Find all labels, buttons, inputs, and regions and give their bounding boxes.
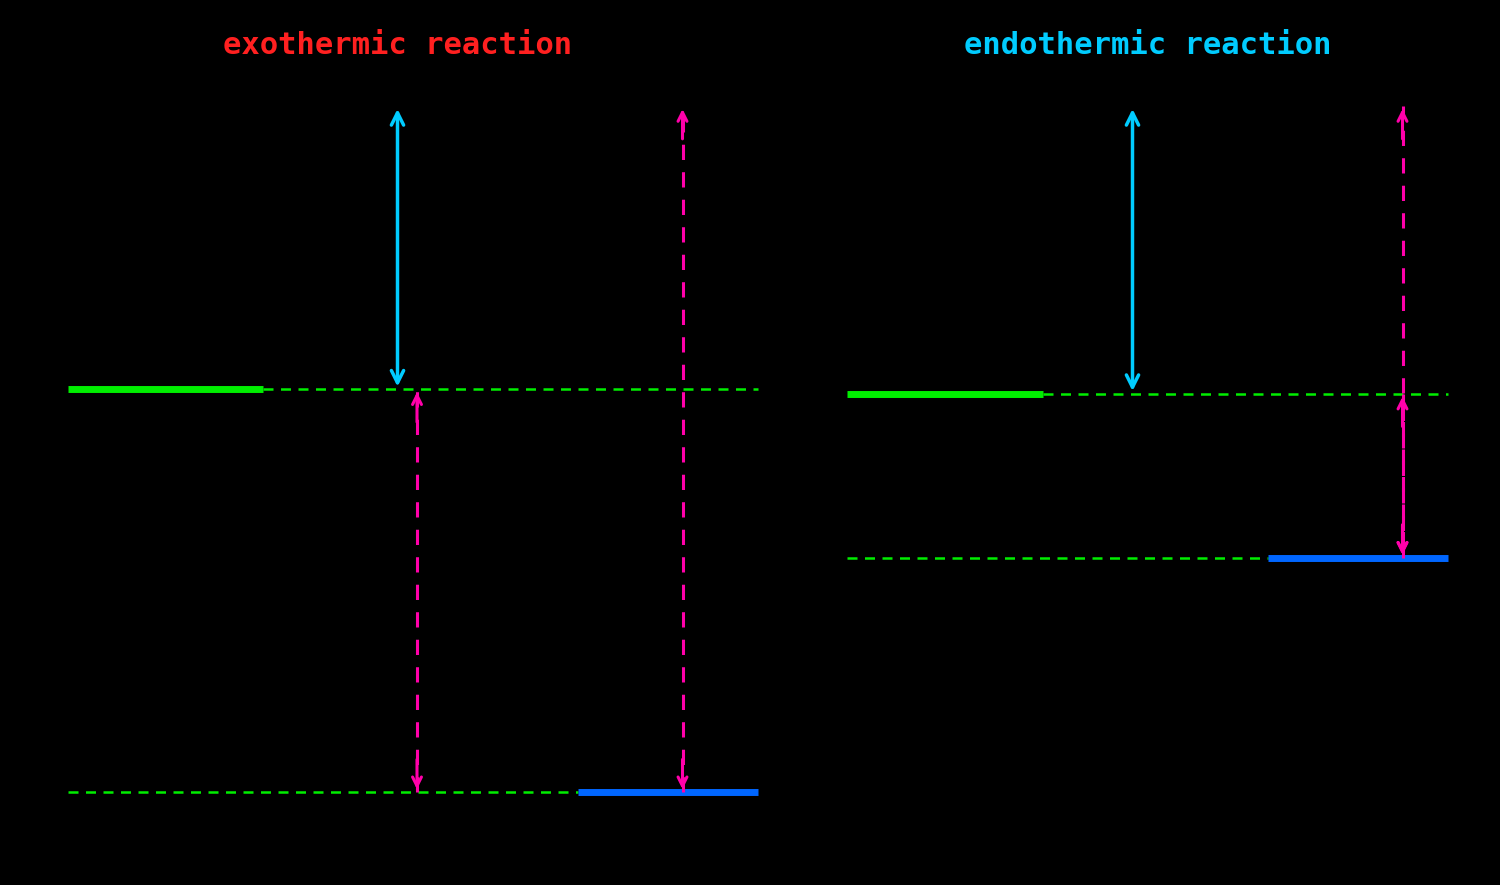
Text: exothermic reaction: exothermic reaction <box>224 31 572 60</box>
Text: endothermic reaction: endothermic reaction <box>963 31 1332 60</box>
